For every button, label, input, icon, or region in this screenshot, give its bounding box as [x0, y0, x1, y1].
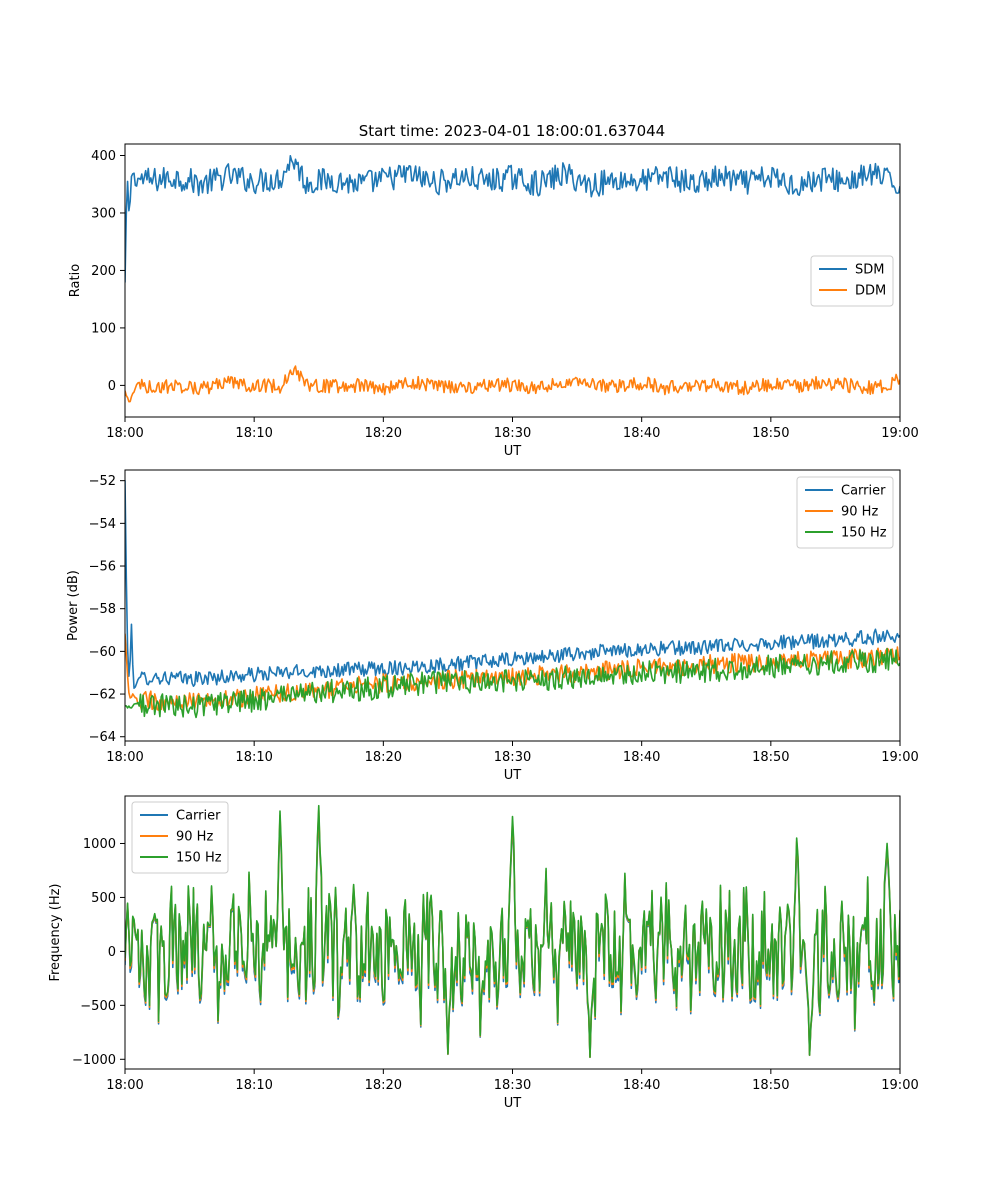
- x-tick-label: 18:40: [623, 426, 660, 441]
- chart-3: 18:00 18:10 18:20 18:30 18:40 18:50 19:00 −1000…: [48, 795, 919, 1111]
- y-tick-label: −500: [80, 999, 116, 1014]
- legend: Carrier 90 Hz 150 Hz: [796, 476, 894, 549]
- chart-2: 18:00 18:10 18:20 18:30 18:40 18:50 19:00 −64 −6…: [66, 469, 919, 783]
- series-line-150-hz: [125, 647, 900, 719]
- x-tick-label: 18:30: [494, 426, 531, 441]
- y-tick-label: −56: [89, 560, 116, 575]
- legend-label-sdm: SDM: [855, 263, 884, 278]
- x-tick-label: 18:50: [752, 750, 789, 765]
- chart-1: 18:00 18:10 18:20 18:30 18:40 18:50 19:00 0 100 2…: [68, 143, 919, 459]
- x-axis-label: UT: [504, 768, 522, 783]
- y-tick-label: −52: [89, 474, 116, 489]
- x-tick-label: 19:00: [881, 1078, 918, 1093]
- legend-frame: [796, 476, 894, 549]
- legend-label-150-hz: 150 Hz: [841, 526, 887, 541]
- y-tick-label: 0: [108, 379, 116, 394]
- x-tick-label: 18:20: [365, 426, 402, 441]
- legend-label-150-hz: 150 Hz: [176, 851, 222, 866]
- series-line-ddm: [125, 365, 900, 403]
- x-axis-label: UT: [504, 444, 522, 459]
- legend: SDM DDM: [810, 255, 894, 307]
- x-tick-label: 18:40: [623, 750, 660, 765]
- x-axis-label: UT: [504, 1096, 522, 1111]
- x-tick-label: 18:30: [494, 1078, 531, 1093]
- figure-title: Start time: 2023-04-01 18:00:01.637044: [359, 122, 665, 140]
- x-tick-label: 18:10: [235, 1078, 272, 1093]
- series-line-sdm: [125, 154, 900, 283]
- x-tick-label: 18:00: [106, 426, 143, 441]
- x-tick-label: 18:10: [235, 426, 272, 441]
- x-tick-label: 18:20: [365, 1078, 402, 1093]
- x-tick-label: 18:00: [106, 750, 143, 765]
- y-tick-label: 500: [91, 891, 116, 906]
- x-tick-label: 18:30: [494, 750, 531, 765]
- y-tick-label: −58: [89, 602, 116, 617]
- y-tick-label: 1000: [83, 837, 116, 852]
- x-tick-label: 18:10: [235, 750, 272, 765]
- x-tick-label: 19:00: [881, 426, 918, 441]
- y-tick-label: 300: [91, 206, 116, 221]
- y-axis-label: Ratio: [68, 264, 83, 297]
- series-line-carrier: [125, 480, 900, 689]
- x-tick-label: 18:50: [752, 1078, 789, 1093]
- y-tick-label: −60: [89, 645, 116, 660]
- y-tick-label: 100: [91, 321, 116, 336]
- axes-layer: 18:00 18:10 18:20 18:30 18:40 18:50 19:00 0 100 2…: [48, 143, 919, 1111]
- legend-label-90-hz: 90 Hz: [841, 505, 878, 520]
- legend: Carrier 90 Hz 150 Hz: [131, 801, 229, 874]
- x-tick-label: 18:50: [752, 426, 789, 441]
- y-tick-label: −54: [89, 517, 116, 532]
- y-tick-label: 400: [91, 149, 116, 164]
- x-tick-label: 18:20: [365, 750, 402, 765]
- y-tick-label: 200: [91, 264, 116, 279]
- legend-label-carrier: Carrier: [841, 484, 886, 499]
- legend-label-carrier: Carrier: [176, 809, 221, 824]
- y-axis-label: Frequency (Hz): [48, 883, 63, 981]
- y-tick-label: 0: [108, 945, 116, 960]
- x-tick-label: 18:00: [106, 1078, 143, 1093]
- legend-frame: [131, 801, 229, 874]
- x-tick-label: 18:40: [623, 1078, 660, 1093]
- y-tick-label: −64: [89, 730, 116, 745]
- y-tick-label: −62: [89, 688, 116, 703]
- legend-label-ddm: DDM: [855, 284, 886, 299]
- y-tick-label: −1000: [72, 1053, 116, 1068]
- x-tick-label: 19:00: [881, 750, 918, 765]
- series-line-150-hz: [125, 804, 900, 1058]
- y-axis-label: Power (dB): [66, 570, 81, 641]
- legend-label-90-hz: 90 Hz: [176, 830, 213, 845]
